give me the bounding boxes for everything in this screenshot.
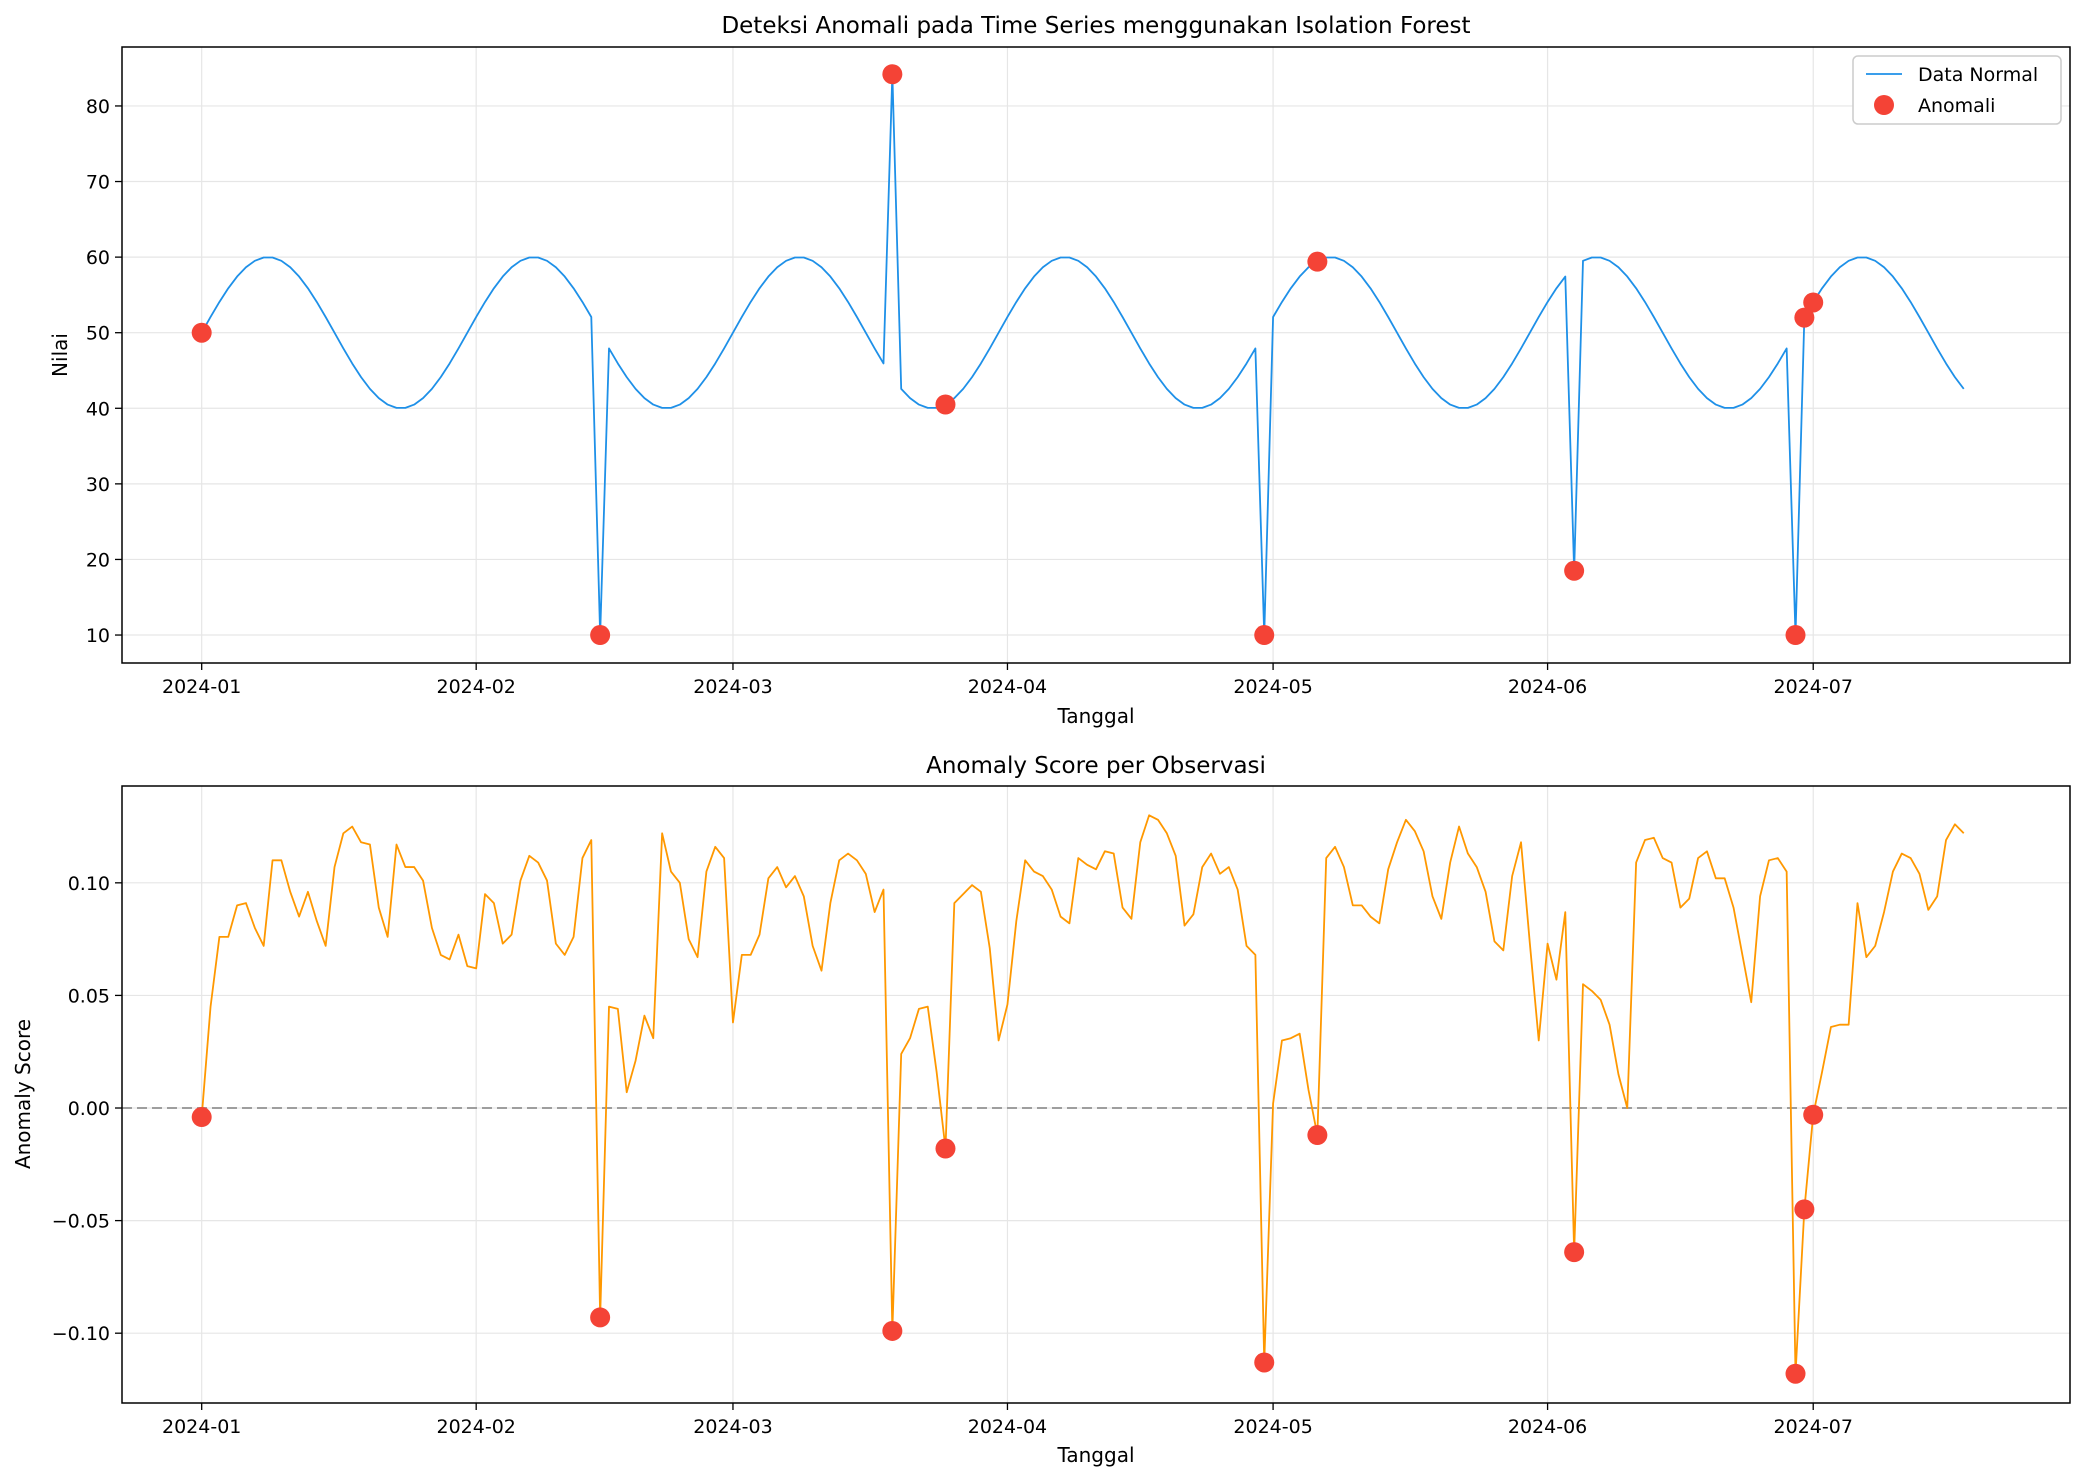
top-ytick-label: 60 (86, 247, 110, 269)
anomaly-score-point (1794, 1199, 1815, 1220)
anomaly-point (1564, 560, 1585, 581)
anomaly-score-point (935, 1138, 956, 1159)
top-ytick-label: 70 (86, 172, 110, 194)
legend-marker-swatch (1874, 95, 1894, 115)
top-xtick-label: 2024-05 (1233, 676, 1312, 698)
chart-top: Deteksi Anomali pada Time Series menggun… (48, 13, 2071, 728)
chart-bottom-xlabel: Tanggal (1056, 1443, 1134, 1467)
bottom-xtick-label: 2024-02 (436, 1416, 515, 1438)
legend-label-normal: Data Normal (1918, 64, 2038, 86)
top-ytick-label: 80 (86, 96, 110, 118)
chart-top-ticks: 2024-01 2024-02 2024-03 2024-04 2024-05 2024-… (86, 96, 1853, 698)
chart-bottom-series (122, 814, 2070, 1384)
anomaly-score-point (1307, 1125, 1328, 1146)
chart-bottom-ticks: 2024-01 2024-02 2024-03 2024-04 2024-05 2024-… (52, 873, 1853, 1438)
bottom-xtick-label: 2024-04 (968, 1416, 1047, 1438)
chart-top-series (191, 64, 1965, 646)
chart-top-frame (121, 46, 2071, 664)
anomaly-point (191, 322, 212, 343)
anomaly-point (1307, 251, 1328, 272)
anomaly-point (1785, 625, 1806, 646)
chart-bottom-title: Anomaly Score per Observasi (926, 753, 1266, 779)
chart-top-grid (122, 47, 2070, 663)
top-xtick-label: 2024-02 (436, 676, 515, 698)
bottom-xtick-label: 2024-03 (693, 1416, 772, 1438)
top-ytick-label: 40 (86, 398, 110, 420)
bottom-xtick-label: 2024-06 (1508, 1416, 1587, 1438)
anomaly-point (882, 64, 903, 85)
chart-bottom-frame (121, 785, 2071, 1404)
legend-label-anomaly: Anomali (1918, 95, 1995, 117)
chart-top-legend: Data Normal Anomali (1852, 55, 2062, 125)
bottom-xtick-label: 2024-07 (1774, 1416, 1853, 1438)
top-ytick-label: 10 (86, 625, 110, 647)
top-xtick-label: 2024-07 (1774, 676, 1853, 698)
anomaly-score-point (590, 1307, 611, 1328)
anomaly-point (590, 625, 611, 646)
top-ytick-label: 50 (86, 323, 110, 345)
anomaly-score-point (1254, 1352, 1275, 1373)
bottom-xtick-label: 2024-01 (162, 1416, 241, 1438)
anomaly-point (1803, 292, 1824, 313)
anomaly-score-point (1803, 1104, 1824, 1125)
chart-top-title: Deteksi Anomali pada Time Series menggun… (721, 13, 1470, 39)
chart-top-xlabel: Tanggal (1056, 704, 1134, 728)
anomaly-score-point (882, 1320, 903, 1341)
bottom-ytick-label: 0.10 (68, 873, 110, 895)
normal-data-line (200, 73, 1965, 636)
chart-bottom-ylabel: Anomaly Score (11, 1019, 35, 1169)
bottom-ytick-label: 0.05 (68, 985, 110, 1007)
anomaly-score-point (1564, 1242, 1585, 1263)
anomaly-point (1254, 625, 1275, 646)
legend-box (1852, 55, 2062, 125)
anomaly-score-point (191, 1107, 212, 1128)
bottom-xtick-label: 2024-05 (1233, 1416, 1312, 1438)
top-xtick-label: 2024-04 (968, 676, 1047, 698)
top-xtick-label: 2024-03 (693, 676, 772, 698)
chart-top-ylabel: Nilai (48, 333, 72, 377)
anomaly-score-line (200, 814, 1965, 1375)
top-ytick-label: 20 (86, 549, 110, 571)
anomaly-point (935, 394, 956, 415)
bottom-ytick-label: 0.00 (68, 1098, 110, 1120)
chart-bottom: Anomaly Score per Observasi 2024-01 2024-… (11, 753, 2071, 1467)
top-ytick-label: 30 (86, 474, 110, 496)
bottom-ytick-label: −0.10 (52, 1323, 110, 1345)
anomaly-point (1794, 307, 1815, 328)
anomaly-score-point (1785, 1363, 1806, 1384)
top-xtick-label: 2024-01 (162, 676, 241, 698)
bottom-ytick-label: −0.05 (52, 1211, 110, 1233)
top-xtick-label: 2024-06 (1508, 676, 1587, 698)
